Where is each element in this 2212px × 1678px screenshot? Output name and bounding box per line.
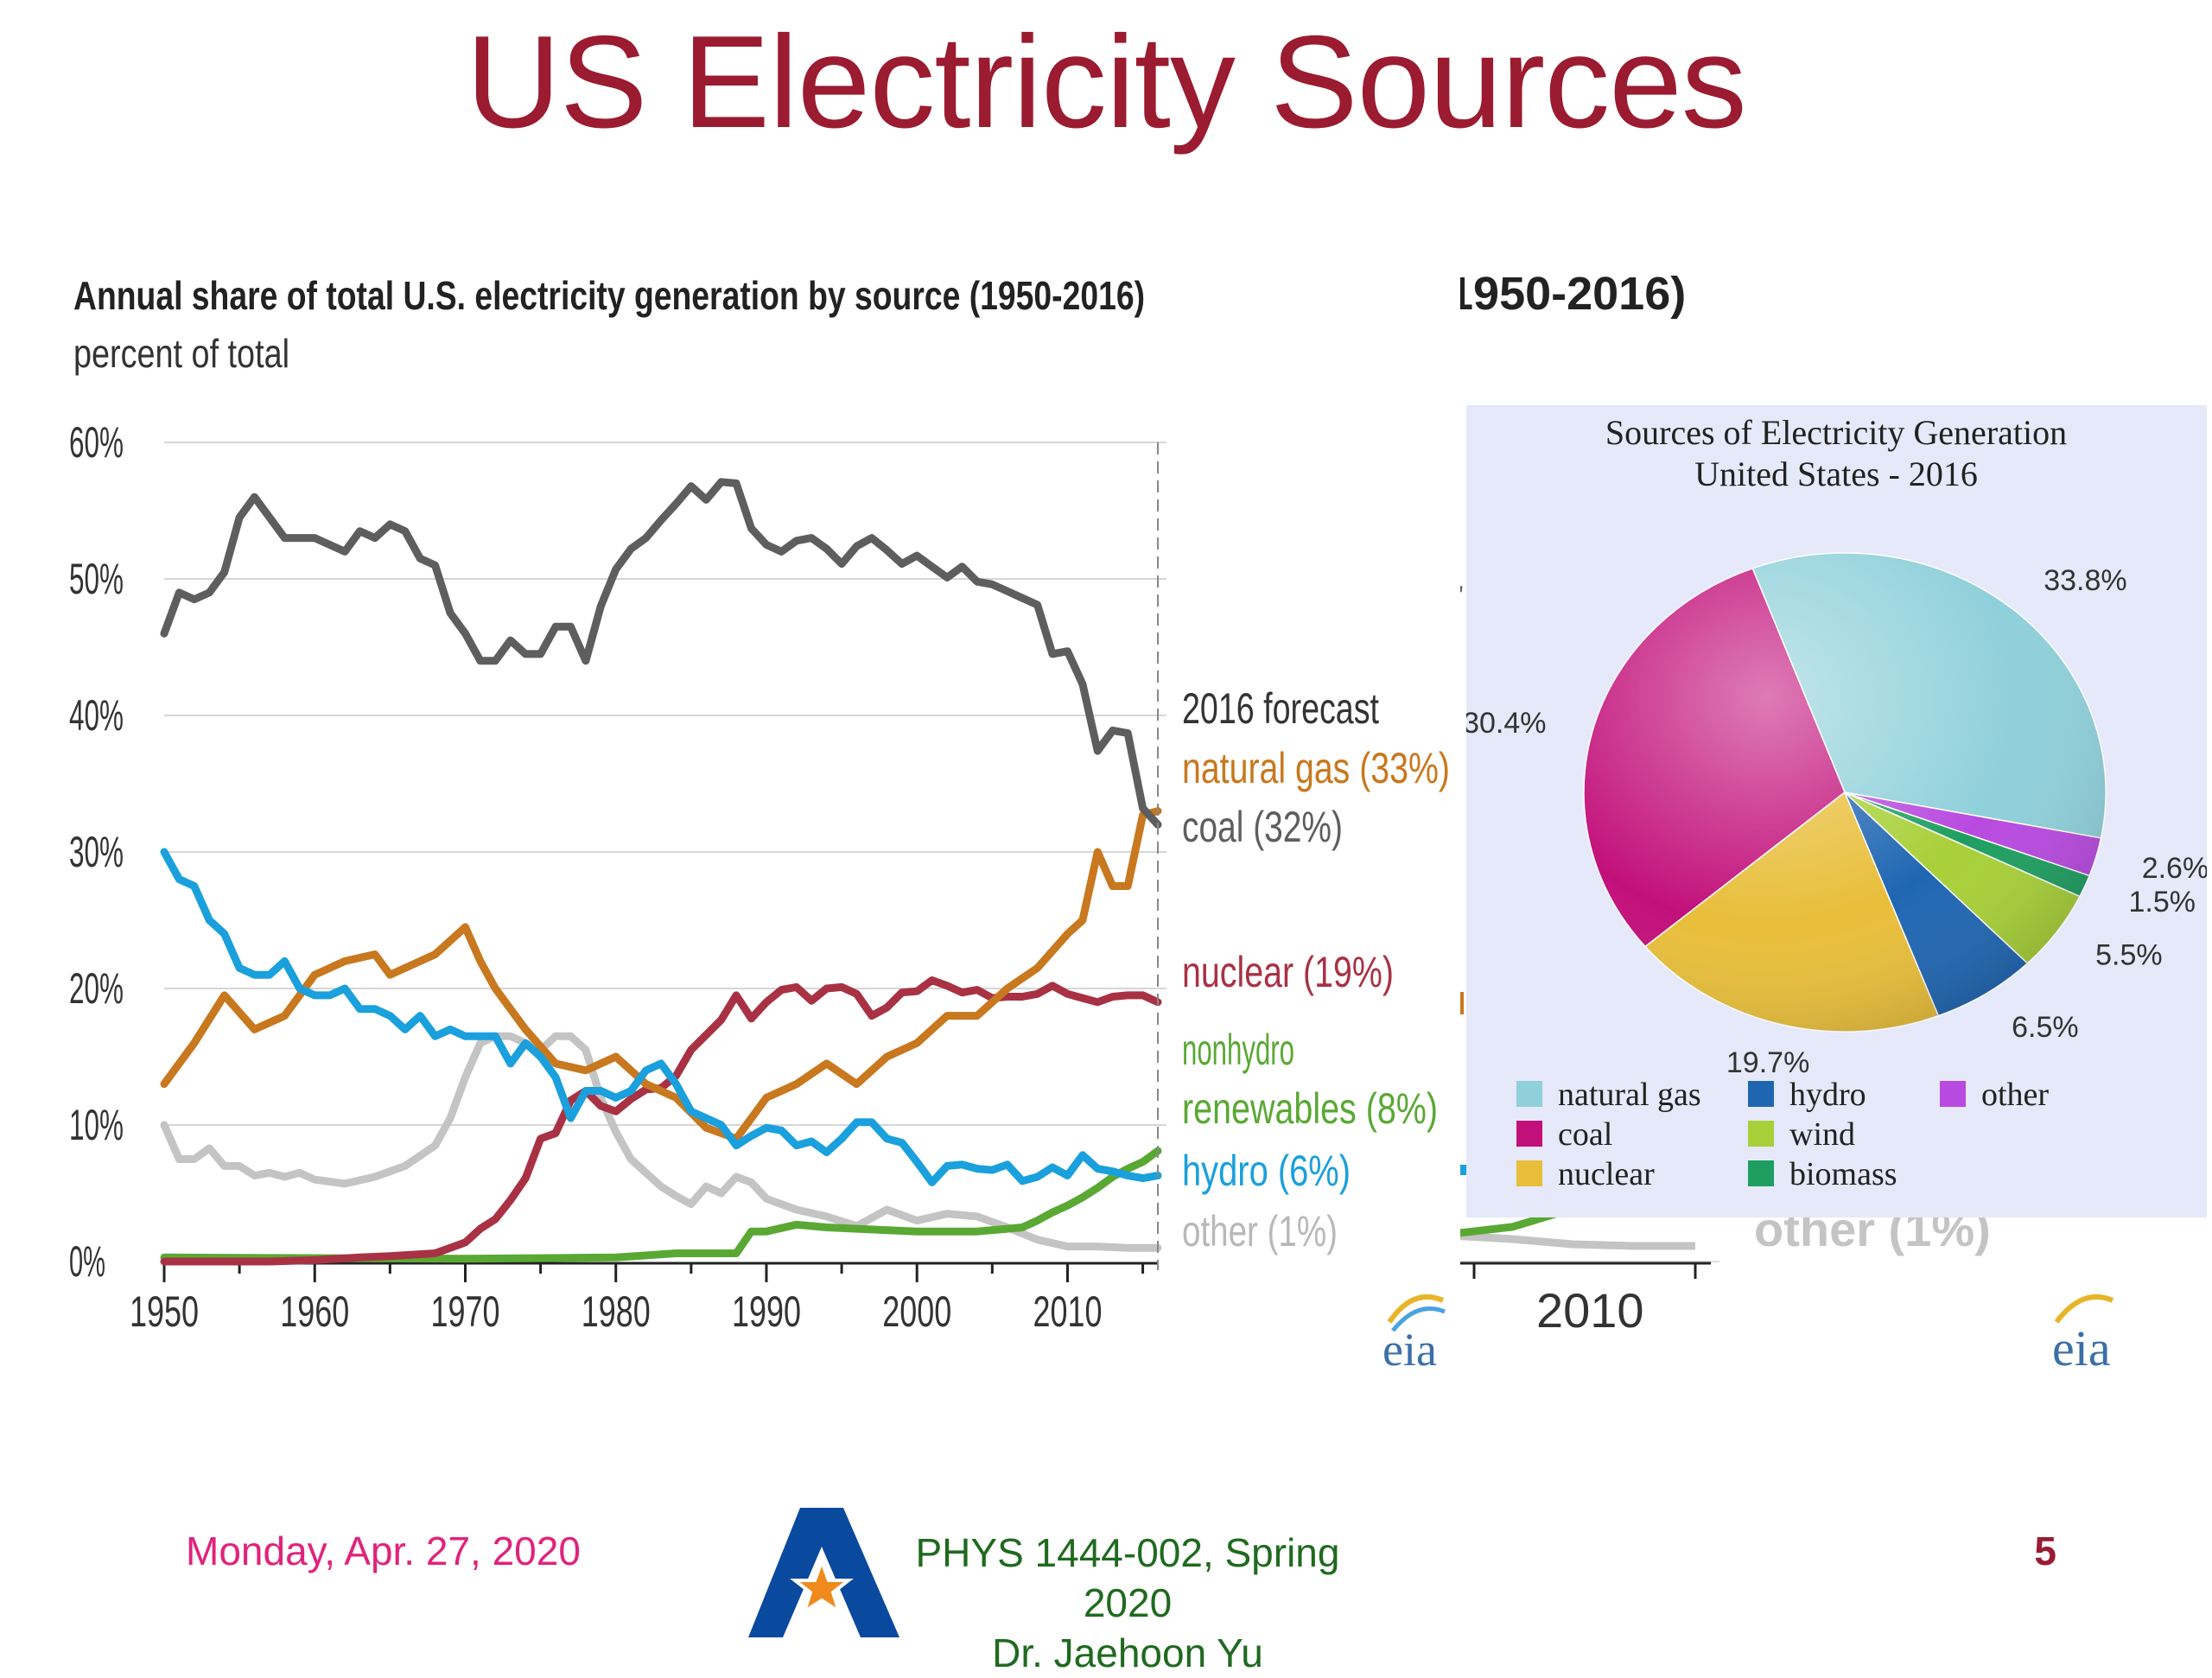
pie-value-label: 19.7% bbox=[1726, 1046, 1809, 1079]
series-layer bbox=[160, 478, 1162, 1266]
eia-logo-swoosh bbox=[1387, 1294, 1445, 1324]
pie-chart: Sources of Electricity Generation United… bbox=[1466, 413, 2207, 1192]
pie-chart-panel: Sources of Electricity Generation United… bbox=[1466, 405, 2207, 1217]
footer-course-line1: PHYS 1444-002, Spring 2020 bbox=[915, 1530, 1340, 1625]
background-hydro-fragment bbox=[1460, 1165, 1469, 1175]
background-chart-copy: 1950-2016) 2010 other (1%) eia bbox=[1460, 268, 2114, 1376]
series-end-labels: 2016 forecast natural gas (33%) coal (32… bbox=[1182, 684, 1450, 1255]
background-renewables-fragment bbox=[1460, 1210, 1557, 1237]
nonhydro-end-label-2: renewables (8%) bbox=[1182, 1084, 1438, 1133]
background-title-fragment: 1950-2016) bbox=[1460, 268, 1686, 320]
background-gas-fragment bbox=[1460, 992, 1464, 1014]
uta-logo bbox=[748, 1508, 899, 1637]
series-line-nuclear bbox=[160, 976, 1162, 1266]
y-tick-label: 60% bbox=[69, 418, 124, 467]
legend-label: hydro bbox=[1789, 1077, 1866, 1113]
legend-label: nuclear bbox=[1558, 1156, 1655, 1192]
pie-subtitle: United States - 2016 bbox=[1694, 454, 1978, 493]
background-x-tick: 2010 bbox=[1536, 1283, 1644, 1338]
pie-value-labels: 33.8% 30.4% 19.7% 6.5% 5.5% 1.5%2.6% bbox=[1466, 564, 2207, 1079]
x-axis-ticks: 1950 1960 1970 1980 1990 2000 2010 bbox=[130, 1263, 1145, 1336]
y-tick-label: 50% bbox=[69, 555, 124, 603]
footer-course: PHYS 1444-002, Spring 2020 Dr. Jaehoon Y… bbox=[868, 1528, 1387, 1678]
pie-value-label: 6.5% bbox=[2012, 1011, 2079, 1044]
series-line-hydro bbox=[160, 848, 1162, 1186]
x-tick-label: 2000 bbox=[882, 1287, 951, 1336]
pie-value-label: 1.5% bbox=[2129, 886, 2196, 918]
pie-value-label: 2.6% bbox=[2142, 852, 2207, 885]
background-other-fragment bbox=[1460, 1232, 1695, 1250]
eia-logo-swoosh-2 bbox=[1391, 1306, 1446, 1332]
pie-value-label: 30.4% bbox=[1466, 707, 1547, 740]
uta-logo-star bbox=[790, 1556, 854, 1616]
legend-label: wind bbox=[1789, 1116, 1855, 1153]
background-eia-text: eia bbox=[2052, 1320, 2111, 1376]
other-end-label: other (1%) bbox=[1182, 1207, 1338, 1255]
legend-swatch bbox=[1516, 1081, 1542, 1107]
footer-course-line2: Dr. Jaehoon Yu bbox=[992, 1630, 1263, 1675]
hydro-end-label: hydro (6%) bbox=[1182, 1147, 1351, 1195]
nuclear-end-label: nuclear (19%) bbox=[1182, 948, 1394, 996]
legend-swatch bbox=[1516, 1121, 1542, 1147]
natural-gas-end-label: natural gas (33%) bbox=[1182, 744, 1450, 792]
y-tick-label: 20% bbox=[69, 964, 124, 1013]
forecast-label: 2016 forecast bbox=[1182, 684, 1379, 733]
x-tick-label: 1960 bbox=[280, 1287, 349, 1336]
pie-shading bbox=[1584, 553, 2106, 1032]
line-chart-title: Annual share of total U.S. electricity g… bbox=[73, 273, 1145, 318]
y-tick-label: 40% bbox=[69, 691, 124, 740]
x-tick-label: 1970 bbox=[430, 1287, 499, 1336]
series-line-nonhydro-renewables bbox=[160, 1147, 1162, 1263]
pie-value-label: 5.5% bbox=[2095, 939, 2163, 972]
legend-label: other bbox=[1981, 1077, 2049, 1113]
legend-swatch bbox=[1748, 1160, 1774, 1186]
legend-label: coal bbox=[1558, 1116, 1612, 1153]
y-tick-label: 30% bbox=[69, 828, 124, 876]
coal-end-label: coal (32%) bbox=[1182, 803, 1343, 851]
series-line-other bbox=[160, 1032, 1162, 1252]
y-tick-label: 10% bbox=[69, 1101, 124, 1149]
background-coal-fragment bbox=[1460, 586, 1463, 593]
uta-logo-a bbox=[748, 1508, 899, 1637]
slide-title: US Electricity Sources bbox=[466, 9, 1747, 156]
line-chart-subtitle: percent of total bbox=[73, 331, 289, 376]
page-number: 5 bbox=[2034, 1529, 2056, 1573]
eia-logo-text: eia bbox=[1382, 1324, 1437, 1376]
y-axis-ticks: 0% 10% 20% 30% 40% 50% 60% bbox=[69, 418, 124, 1286]
nonhydro-end-label-1: nonhydro bbox=[1182, 1026, 1294, 1074]
legend-swatch bbox=[1940, 1081, 1966, 1107]
legend-label: biomass bbox=[1789, 1156, 1897, 1192]
x-tick-label: 1980 bbox=[582, 1287, 651, 1336]
series-line-natural-gas bbox=[160, 807, 1162, 1143]
footer-date: Monday, Apr. 27, 2020 bbox=[186, 1529, 581, 1573]
legend-swatch bbox=[1748, 1121, 1774, 1147]
series-line-coal bbox=[160, 478, 1162, 829]
background-eia-swoosh bbox=[2054, 1293, 2114, 1324]
y-tick-label: 0% bbox=[69, 1237, 105, 1286]
legend-swatch bbox=[1516, 1160, 1542, 1186]
legend-swatch bbox=[1748, 1081, 1774, 1107]
line-chart: Annual share of total U.S. electricity g… bbox=[69, 273, 1450, 1376]
legend-label: natural gas bbox=[1558, 1077, 1701, 1113]
grid-layer bbox=[164, 442, 1166, 1265]
x-tick-label: 1990 bbox=[732, 1287, 801, 1336]
eia-logo: eia bbox=[1382, 1294, 1446, 1376]
x-tick-label: 1950 bbox=[130, 1287, 199, 1336]
pie-value-label: 33.8% bbox=[2044, 564, 2126, 597]
x-tick-label: 2010 bbox=[1033, 1287, 1102, 1336]
pie-title: Sources of Electricity Generation bbox=[1605, 413, 2067, 452]
